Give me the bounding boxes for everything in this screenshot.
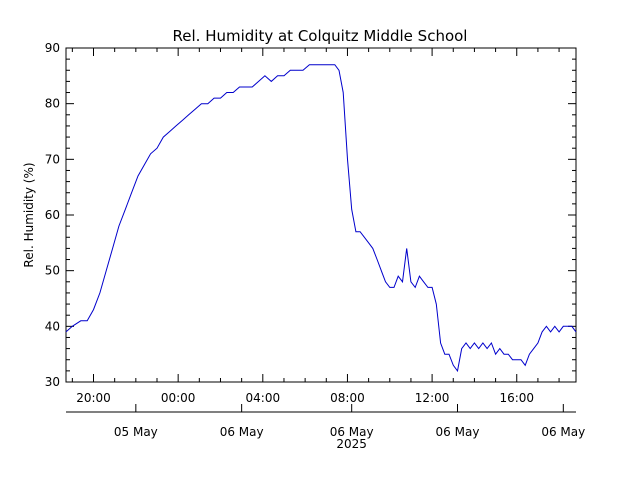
x-tick-label: 12:00 <box>415 391 450 405</box>
date-label: 06 May <box>220 425 264 439</box>
y-tick-label: 30 <box>45 375 60 389</box>
y-tick-label: 50 <box>45 264 60 278</box>
date-label: 05 May <box>114 425 158 439</box>
plot-frame <box>65 47 577 383</box>
y-tick-label: 60 <box>45 208 60 222</box>
date-axis: 05 May 06 May 06 May 06 May 06 May <box>114 404 585 439</box>
x-tick-label: 00:00 <box>161 391 196 405</box>
date-label: 06 May <box>541 425 585 439</box>
y-axis: 30 40 50 60 70 80 90 <box>45 41 576 389</box>
x-axis: 20:00 00:00 04:00 08:00 12:00 16:00 <box>71 48 560 405</box>
x-tick-label: 20:00 <box>76 391 111 405</box>
x-tick-label: 16:00 <box>499 391 534 405</box>
y-axis-label: Rel. Humidity (%) <box>22 162 36 267</box>
year-label: 2025 <box>336 437 367 451</box>
date-label: 06 May <box>436 425 480 439</box>
y-tick-label: 70 <box>45 152 60 166</box>
humidity-series-line <box>65 64 577 373</box>
y-tick-label: 80 <box>45 97 60 111</box>
x-tick-label: 08:00 <box>330 391 365 405</box>
chart-title: Rel. Humidity at Colquitz Middle School <box>173 27 468 45</box>
y-tick-label: 40 <box>45 319 60 333</box>
y-tick-label: 90 <box>45 41 60 55</box>
x-tick-label: 04:00 <box>246 391 281 405</box>
date-label: 06 May <box>330 425 374 439</box>
